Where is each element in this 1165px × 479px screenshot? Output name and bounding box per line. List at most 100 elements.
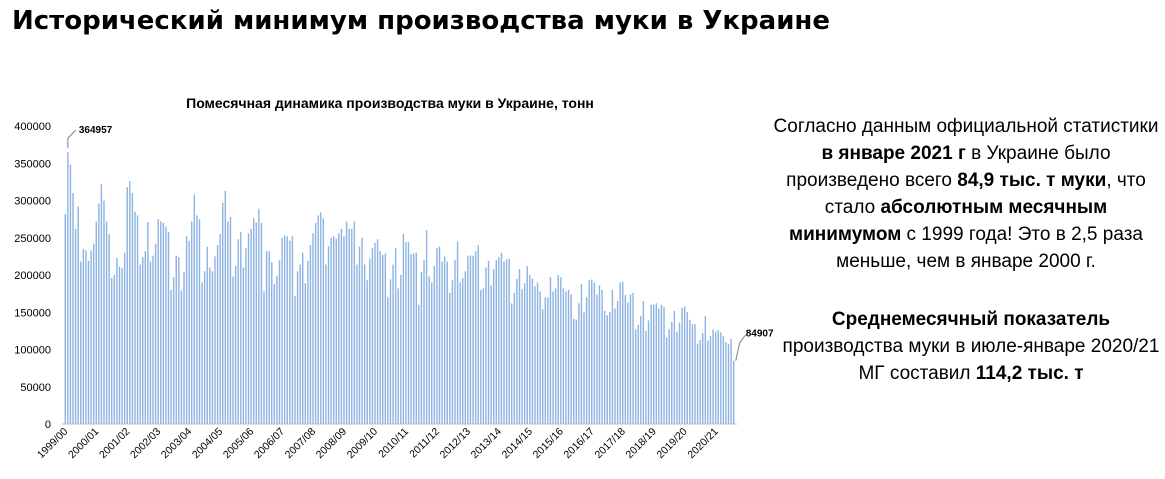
y-axis: 0 50000 100000 150000 200000 250000 300000 3500… [14, 121, 51, 431]
bar [562, 288, 565, 424]
bar [294, 295, 296, 424]
bar [348, 228, 350, 424]
bar [165, 226, 167, 424]
bar [302, 252, 304, 424]
bar [103, 200, 105, 424]
bar [694, 324, 696, 424]
bar [591, 279, 593, 424]
bar [653, 304, 655, 424]
bar [361, 237, 363, 424]
commentary-paragraph-2: Среднемесячный показатель производства м… [770, 306, 1162, 387]
bar [446, 261, 448, 424]
p1-part-c: в Украине было произведено всего [786, 143, 1111, 191]
bar [689, 319, 691, 424]
bar [616, 301, 619, 424]
bar [645, 330, 647, 425]
bar [245, 248, 247, 424]
x-tick-label: 2008/09 [314, 426, 349, 461]
last-annotation-leader [735, 334, 747, 361]
bar [237, 239, 239, 424]
bar [415, 252, 417, 424]
bar [188, 240, 190, 424]
bar [681, 307, 683, 424]
bar [624, 295, 627, 424]
bar [423, 260, 425, 424]
bar [123, 252, 126, 424]
x-tick-label: 2009/10 [345, 426, 380, 461]
p2-highlight-value: 114,2 тыс. т [975, 363, 1084, 384]
bar [663, 307, 665, 424]
bar [343, 236, 345, 424]
bar [172, 277, 175, 424]
bar [183, 272, 185, 424]
y-tick-label: 300000 [14, 196, 51, 208]
bar [229, 216, 232, 424]
bar [322, 218, 325, 424]
bar [325, 264, 327, 424]
bar [126, 187, 128, 424]
bar [136, 215, 139, 424]
bar [487, 260, 490, 424]
bar [511, 303, 513, 424]
bar [637, 324, 639, 424]
bar [252, 218, 255, 424]
bar [118, 266, 121, 424]
bar [655, 303, 657, 424]
bar [382, 254, 384, 424]
bar [647, 320, 650, 424]
bar [351, 228, 353, 424]
last-annotation-label: 84907 [746, 329, 774, 340]
x-tick-label: 2003/04 [159, 426, 194, 461]
bar [686, 312, 688, 424]
bar [412, 253, 415, 424]
bar [371, 248, 374, 424]
bar [67, 152, 69, 425]
bar [105, 221, 108, 424]
bar [632, 292, 634, 424]
page-title: Исторический минимум производства муки в… [12, 6, 831, 36]
bar [492, 269, 495, 424]
bar [154, 243, 157, 424]
bar [531, 278, 534, 424]
bar [170, 289, 172, 424]
bar [606, 315, 608, 424]
bar [87, 260, 90, 424]
y-tick-label: 250000 [14, 233, 51, 245]
x-tick-label: 2013/14 [469, 426, 504, 461]
bar [678, 322, 681, 424]
bar [505, 259, 508, 424]
bar [121, 268, 123, 424]
bar [441, 261, 443, 424]
bar [554, 288, 557, 424]
bar [583, 312, 585, 424]
bar [567, 289, 570, 424]
bar [714, 331, 717, 424]
x-tick-label: 2017/18 [593, 426, 628, 461]
x-tick-label: 2016/17 [562, 426, 597, 461]
bar [369, 258, 371, 424]
bar [191, 221, 193, 424]
bar [214, 256, 216, 425]
bar [405, 242, 407, 424]
bar [299, 264, 301, 424]
bar [258, 208, 260, 424]
bar [309, 245, 312, 424]
bar [307, 260, 309, 424]
bar [384, 253, 387, 424]
x-tick-label: 2002/03 [128, 426, 163, 461]
bar [273, 283, 276, 424]
bar [474, 251, 477, 424]
bar [366, 280, 368, 424]
bar [376, 239, 379, 424]
bar [397, 288, 399, 424]
bar [696, 343, 699, 424]
bar [547, 297, 549, 424]
bar [464, 271, 467, 424]
y-tick-label: 200000 [14, 270, 51, 282]
x-tick-label: 2019/20 [654, 426, 689, 461]
bar [425, 230, 428, 424]
bar [332, 236, 335, 424]
x-tick-label: 2012/13 [438, 426, 473, 461]
bar [516, 278, 518, 424]
bar [462, 277, 464, 424]
